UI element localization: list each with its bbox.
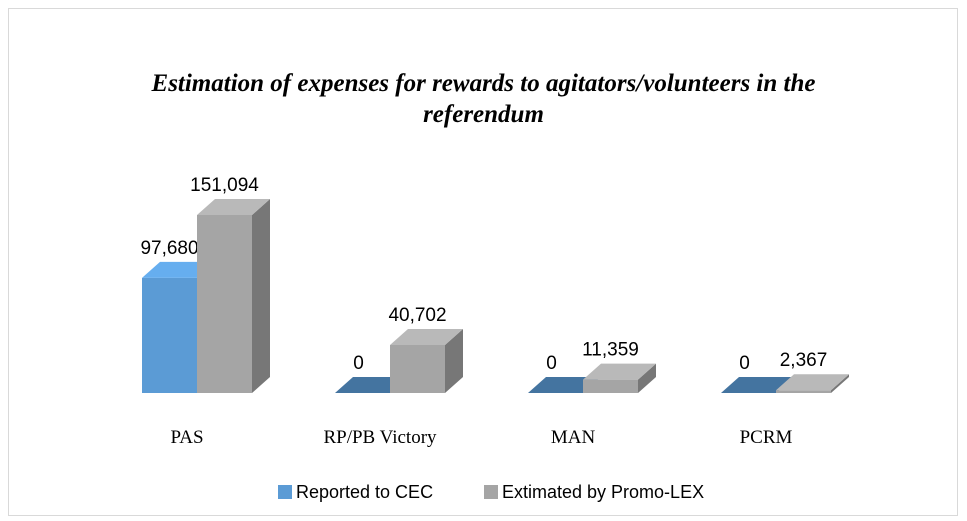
bar-top (335, 377, 408, 393)
chart-title: Estimation of expenses for rewards to ag… (151, 70, 816, 128)
legend-swatch (484, 485, 498, 499)
bar-side (638, 363, 656, 393)
bar-side (445, 329, 463, 393)
data-label: 0 (353, 353, 364, 374)
chart-border (8, 8, 958, 516)
bar (197, 199, 270, 393)
data-label: 0 (546, 353, 557, 374)
bar-top (583, 363, 656, 380)
x-tick-label: RP/PB Victory (323, 427, 437, 448)
bar-top (528, 377, 601, 393)
bar-side (252, 199, 270, 393)
x-tick-label: PCRM (740, 427, 793, 448)
bar-front (776, 390, 831, 393)
legend-label: Extimated by Promo-LEX (502, 482, 704, 502)
data-label: 11,359 (582, 340, 639, 361)
legend-label: Reported to CEC (296, 482, 433, 502)
data-label: 40,702 (388, 305, 446, 326)
x-tick-label: PAS (170, 427, 203, 448)
bar (390, 329, 463, 393)
bar (335, 377, 408, 393)
bar-front (197, 215, 252, 393)
data-label: 0 (739, 353, 750, 374)
data-label: 2,367 (780, 350, 828, 371)
bar-front (583, 379, 638, 393)
bar-front (390, 345, 445, 393)
bar-top (142, 261, 215, 278)
bar (528, 377, 601, 393)
data-label: 97,680 (140, 238, 198, 259)
bar-top (721, 377, 794, 393)
bar-front (142, 277, 197, 393)
x-tick-label: MAN (551, 427, 596, 448)
bar-top (197, 199, 270, 215)
data-label: 151,094 (190, 175, 259, 196)
bar-top (390, 329, 463, 346)
bar (721, 377, 794, 393)
bar (776, 374, 849, 393)
bar-top (776, 374, 849, 391)
bar-side (831, 374, 849, 393)
legend-swatch (278, 485, 292, 499)
bar (583, 363, 656, 393)
